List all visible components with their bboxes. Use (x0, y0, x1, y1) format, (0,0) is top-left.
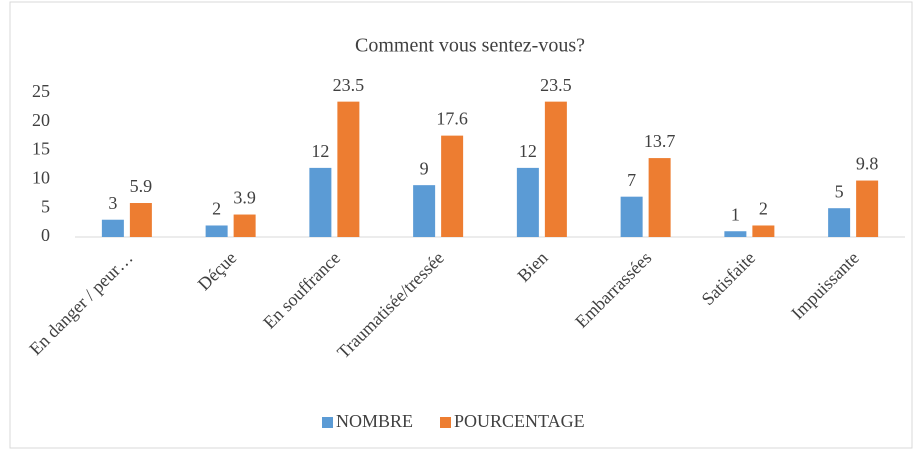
legend-label: NOMBRE (336, 411, 413, 431)
data-label: 3.9 (233, 188, 256, 208)
y-tick-label: 10 (32, 168, 50, 188)
data-label: 9 (420, 158, 429, 178)
bar (337, 101, 360, 237)
y-tick-label: 25 (32, 81, 50, 101)
y-tick-label: 5 (41, 196, 50, 216)
data-label: 9.8 (856, 154, 879, 174)
bar (233, 214, 256, 237)
bar (129, 203, 152, 237)
data-label: 1 (731, 204, 740, 224)
data-label: 2 (759, 199, 768, 219)
data-label: 5.9 (130, 176, 153, 196)
y-tick-label: 0 (41, 225, 50, 245)
legend-label: POURCENTAGE (454, 411, 585, 431)
bar (752, 225, 775, 237)
bar (309, 167, 332, 237)
data-label: 23.5 (540, 75, 572, 95)
bar (413, 185, 436, 237)
bar (544, 101, 567, 237)
legend-swatch (322, 417, 333, 428)
data-label: 7 (627, 170, 636, 190)
data-label: 23.5 (333, 75, 365, 95)
y-tick-label: 15 (32, 139, 50, 159)
data-label: 2 (212, 199, 221, 219)
bar (101, 219, 124, 237)
legend-swatch (440, 417, 451, 428)
bar (828, 208, 851, 237)
data-label: 12 (519, 141, 537, 161)
bar (648, 158, 671, 237)
bar (441, 135, 464, 237)
data-label: 12 (311, 141, 329, 161)
bar (856, 180, 879, 237)
y-tick-label: 20 (32, 110, 50, 130)
data-label: 3 (108, 193, 117, 213)
data-label: 13.7 (644, 131, 676, 151)
bar (516, 167, 539, 237)
bar (205, 225, 228, 237)
bar (620, 196, 643, 237)
chart-title: Comment vous sentez-vous? (355, 35, 585, 57)
data-label: 17.6 (436, 109, 468, 129)
data-label: 5 (835, 181, 844, 201)
bar (724, 231, 747, 237)
